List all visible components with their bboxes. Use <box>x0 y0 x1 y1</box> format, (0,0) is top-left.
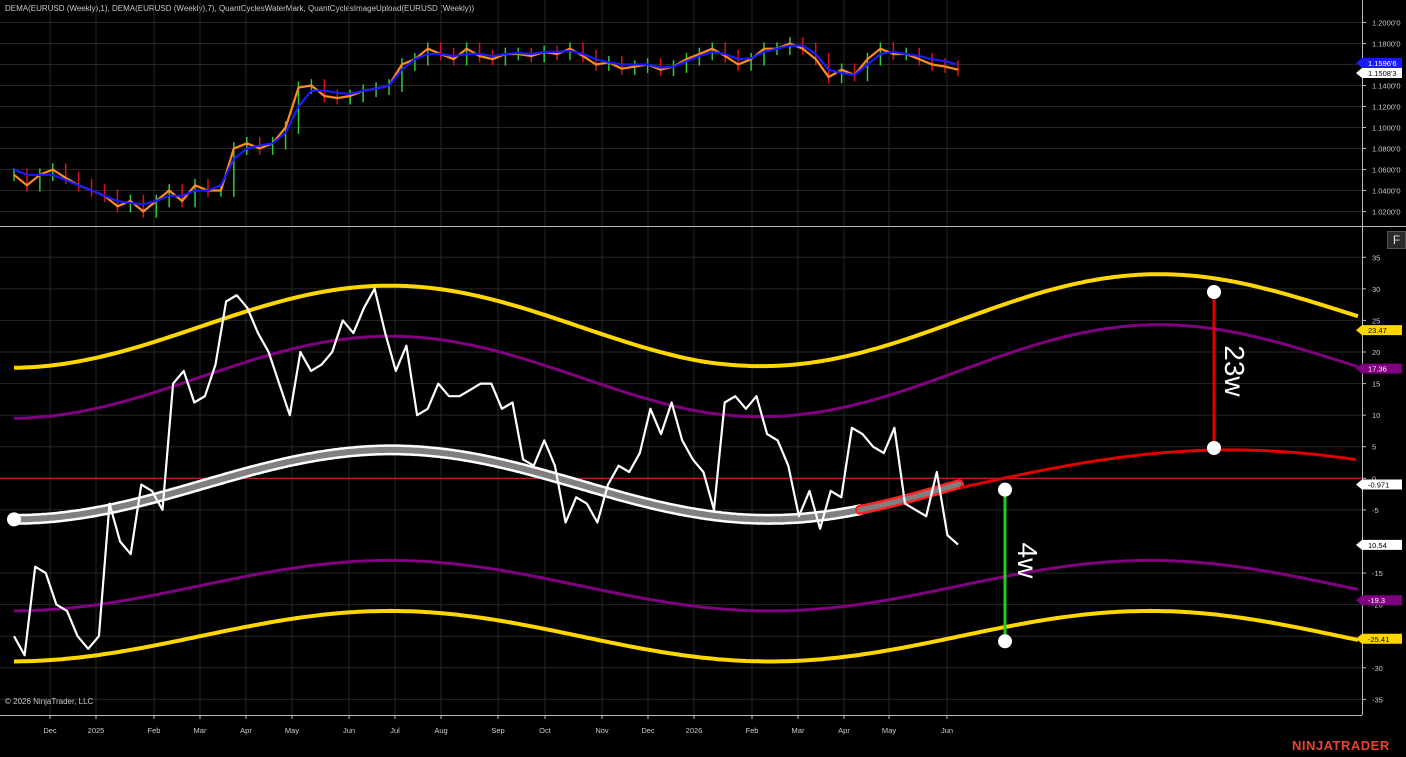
x-tick-label: Dec <box>43 726 57 735</box>
x-tick-label: Apr <box>838 726 850 735</box>
value-badge: -0.971 <box>1356 479 1402 490</box>
annotation-23w: 23w <box>1219 345 1250 397</box>
x-tick-label: Feb <box>746 726 759 735</box>
price-badge-bg <box>1356 58 1402 68</box>
cycle-4w-top-dot <box>998 482 1012 497</box>
cycle-tick-label: 35 <box>1372 253 1380 262</box>
cycle-23w-top-dot <box>1207 285 1221 299</box>
value-badge-label: 23.47 <box>1368 326 1387 335</box>
x-tick-label: Sep <box>491 726 504 735</box>
x-tick-label: Mar <box>194 726 207 735</box>
oscillator-line <box>13 287 959 657</box>
dema-7-line <box>13 44 959 206</box>
lower-band-gold <box>13 608 1359 664</box>
copyright: © 2026 NinjaTrader, LLC <box>5 697 94 706</box>
value-badge-label: 17.36 <box>1368 365 1387 374</box>
value-badge-bg <box>1356 325 1402 336</box>
price-tick-label: 1.0600'0 <box>1372 166 1401 175</box>
price-tick-label: 1.2000'0 <box>1372 19 1401 28</box>
price-badge-label: 1.1596'6 <box>1368 59 1397 68</box>
x-tick-label: Dec <box>641 726 655 735</box>
price-badge-label: 1.1508'3 <box>1368 69 1397 78</box>
value-badge-bg <box>1356 363 1402 374</box>
price-badge: 1.1596'6 <box>1356 58 1402 68</box>
price-tick-label: 1.0400'0 <box>1372 187 1401 196</box>
price-tick-label: 1.0200'0 <box>1372 208 1401 217</box>
value-badge-bg <box>1356 633 1402 644</box>
value-badge-label: -25.41 <box>1368 635 1389 644</box>
x-tick-label: Apr <box>240 726 252 735</box>
x-tick-label: Jun <box>941 726 953 735</box>
value-badge: -19.3 <box>1356 595 1402 606</box>
dema-1-line <box>13 42 959 213</box>
value-badge: 10.54 <box>1356 539 1402 550</box>
cycle-4w-bottom-dot <box>998 634 1012 649</box>
price-badge: 1.1508'3 <box>1356 68 1402 78</box>
value-badge: 23.47 <box>1356 325 1402 336</box>
grid-lines <box>0 0 1362 715</box>
cycle-tick-label: -15 <box>1372 569 1383 578</box>
value-badge-label: -19.3 <box>1368 596 1385 605</box>
price-tick-label: 1.1200'0 <box>1372 103 1401 112</box>
value-badge-bg <box>1356 539 1402 550</box>
x-tick-label: May <box>882 726 896 735</box>
cycle-projection-line <box>959 448 1357 490</box>
x-tick-label: 2026 <box>686 726 703 735</box>
value-badge-label: 10.54 <box>1368 541 1387 550</box>
x-tick-label: Mar <box>792 726 805 735</box>
indicator-legend: DEMA(EURUSD (Weekly),1), DEMA(EURUSD (We… <box>5 4 475 13</box>
lower-band-purple <box>14 558 1359 613</box>
x-tick-label: Jun <box>343 726 355 735</box>
price-tick-label: 1.1000'0 <box>1372 124 1401 133</box>
value-badge-bg <box>1356 479 1402 490</box>
cycle-tick-label: 5 <box>1372 443 1376 452</box>
value-badge: 17.36 <box>1356 363 1402 374</box>
cycle-tick-label: 25 <box>1372 316 1380 325</box>
x-tick-label: 2025 <box>88 726 105 735</box>
cycle-tick-label: 30 <box>1372 285 1380 294</box>
upper-band-purple <box>13 323 1359 420</box>
cycle-tick-label: -35 <box>1372 695 1383 704</box>
cycle-tick-label: 0 <box>1372 474 1376 483</box>
x-tick-label: May <box>285 726 299 735</box>
price-badge-bg <box>1356 68 1402 78</box>
cycle-tick-label: -5 <box>1372 506 1379 515</box>
x-tick-label: Aug <box>434 726 447 735</box>
x-tick-label: Oct <box>539 726 552 735</box>
cycle-tick-label: 20 <box>1372 348 1380 357</box>
value-badge-label: -0.971 <box>1368 480 1389 489</box>
cycle-tick-label: 10 <box>1372 411 1380 420</box>
x-tick-label: Feb <box>148 726 161 735</box>
value-badge-bg <box>1356 595 1402 606</box>
cycle-tick-label: 15 <box>1372 380 1380 389</box>
toggle-button[interactable]: F <box>1387 231 1406 249</box>
cycle-projection-core <box>857 481 962 513</box>
x-tick-label: Nov <box>595 726 609 735</box>
ninjatrader-logo: NINJATRADER <box>1292 738 1390 753</box>
price-tick-label: 1.1400'0 <box>1372 82 1401 91</box>
annotation-4w: 4w <box>1012 543 1043 580</box>
value-badge: -25.41 <box>1356 633 1402 644</box>
cycle-tick-label: -30 <box>1372 664 1383 673</box>
x-tick-label: Jul <box>390 726 400 735</box>
cycle-start-marker <box>7 512 21 527</box>
upper-band-gold <box>13 272 1359 370</box>
cycle-23w-bottom-dot <box>1207 441 1221 455</box>
price-tick-label: 1.0800'0 <box>1372 145 1401 154</box>
price-tick-label: 1.1800'0 <box>1372 40 1401 49</box>
